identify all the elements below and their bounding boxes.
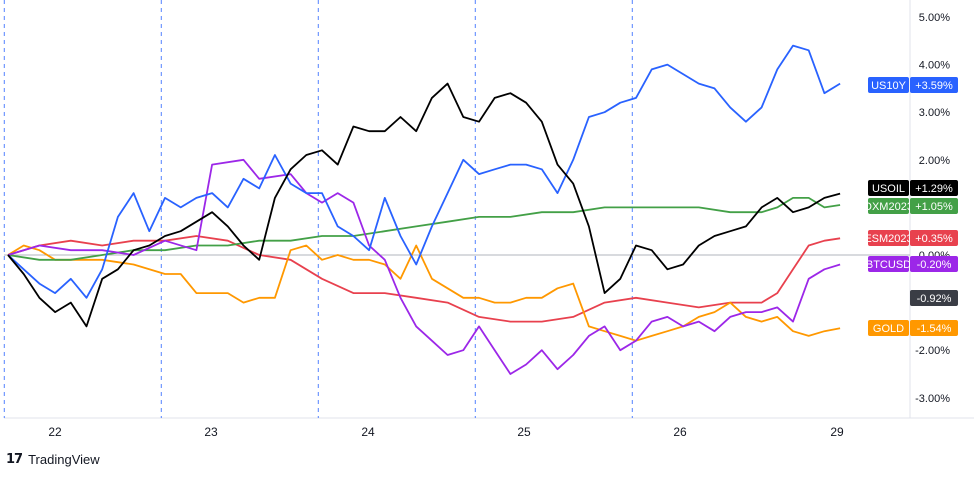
- series-line-us10y: [7, 44, 841, 299]
- y-tick-label: 2.00%: [919, 155, 950, 167]
- x-tick-label: 24: [361, 425, 375, 439]
- series-lines: [7, 44, 841, 375]
- series-name-esm2023-bg: [868, 230, 909, 246]
- series-name-us10y-bg: [868, 77, 909, 93]
- series-value-btcusd-bg: [910, 256, 958, 272]
- series-name-gold-text: GOLD: [873, 323, 904, 335]
- series-name-usoil-bg: [868, 180, 909, 196]
- tradingview-logo-icon: 17: [6, 452, 23, 467]
- y-tick-label: 4.00%: [919, 60, 950, 72]
- series-line-usoil: [7, 82, 841, 328]
- series-line-btcusd: [7, 158, 841, 375]
- series-value-us10y-text: +3.59%: [915, 80, 953, 92]
- x-axis: 22 23 24 25 26 29: [48, 425, 844, 439]
- series-name-dxm2023-text: DXM2023: [864, 201, 913, 213]
- series-value-dxm2023-text: +1.05%: [915, 201, 953, 213]
- series-line-gold: [7, 244, 841, 342]
- brand-name: TradingView: [28, 452, 100, 467]
- series-name-gold-bg: [868, 320, 909, 336]
- series-name-dxm2023-bg: [868, 198, 909, 214]
- x-tick-label: 22: [48, 425, 62, 439]
- series-name-esm2023-text: ESM2023: [864, 233, 912, 245]
- y-tick-label: 5.00%: [919, 12, 950, 24]
- series-value-dxm2023-bg: [910, 198, 958, 214]
- series-line-esm2023: [7, 235, 841, 323]
- series-value-us10y-bg: [910, 77, 958, 93]
- series-value-gold-text: -1.54%: [917, 323, 952, 335]
- series-value-usoil-text: +1.29%: [915, 183, 953, 195]
- series-value-esm2023-bg: [910, 230, 958, 246]
- session-separators: [3, 0, 633, 418]
- series-name-btcusd-text: BTCUSD: [866, 259, 911, 271]
- series-value-btcusd-text: -0.20%: [917, 259, 952, 271]
- price-labels: US10Y +3.59% USOIL +1.29%DXM2023 +1.05% ESM20…: [864, 77, 958, 336]
- x-tick-label: 25: [517, 425, 531, 439]
- baseline-value-text: -0.92%: [917, 293, 952, 305]
- series-name-us10y-text: US10Y: [871, 80, 907, 92]
- series-line-dxm2023: [7, 197, 841, 261]
- y-tick-label: -2.00%: [915, 345, 950, 357]
- tradingview-brand[interactable]: 17 TradingView: [6, 452, 100, 467]
- y-tick-label: 3.00%: [919, 107, 950, 119]
- x-tick-label: 26: [673, 425, 687, 439]
- series-name-usoil-text: USOIL: [872, 183, 905, 195]
- series-value-esm2023-text: +0.35%: [915, 233, 953, 245]
- series-value-usoil-bg: [910, 180, 958, 196]
- x-tick-label: 23: [204, 425, 218, 439]
- baseline-value-bg: [910, 290, 958, 306]
- x-tick-label: 29: [830, 425, 844, 439]
- series-name-btcusd-bg: [868, 256, 909, 272]
- series-value-gold-bg: [910, 320, 958, 336]
- y-tick-label: -3.00%: [915, 393, 950, 405]
